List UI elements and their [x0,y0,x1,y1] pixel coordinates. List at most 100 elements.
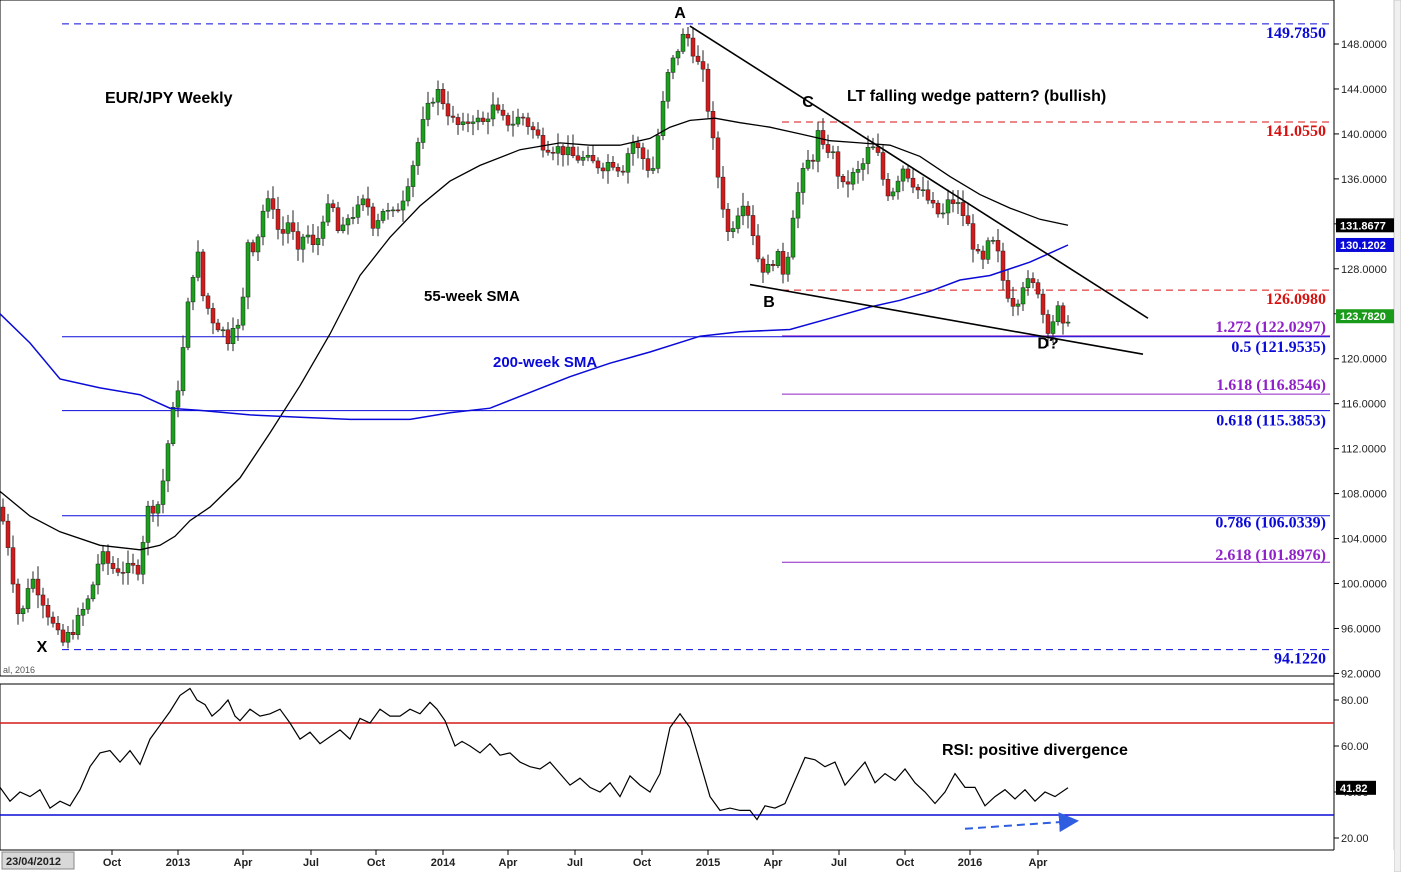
sma200-line [0,244,1069,421]
candle-body [10,547,16,585]
rsi-tick-label: 80.00 [1341,695,1369,707]
candle-body [830,151,836,154]
candle-body [275,209,281,230]
level-label: 1.618 (116.8546) [1216,377,1326,394]
wedge-lower-line [749,283,1144,356]
candle-body [1055,305,1061,323]
time-tick-label: Apr [1029,857,1049,869]
price-tick-label: 100.0000 [1341,579,1387,591]
sma55-label: 55-week SMA [424,288,520,305]
candle-body [410,165,416,187]
price-axis-area [1334,0,1401,872]
candle-body [380,211,386,221]
candle-body [675,51,681,59]
pattern-point-label: D? [1037,336,1058,353]
candle-body [585,155,591,158]
time-tick-label: Oct [103,857,122,869]
candle-body [335,207,341,232]
candle-body [415,142,421,166]
candle-body [945,199,951,214]
candle-body [845,181,851,185]
time-tick-label: 2013 [166,857,190,869]
candle-body [670,57,676,73]
rsi-annotation: RSI: positive divergence [942,742,1128,759]
candle-body [1005,280,1011,299]
candle-body [60,629,66,643]
start-date-box [1,851,75,870]
candle-body [240,296,246,326]
candle-body [70,631,76,635]
candle-body [50,616,56,624]
candle-body [430,101,436,104]
wedge-upper-line [689,25,1149,319]
time-tick-label: Oct [896,857,915,869]
candle-body [1045,314,1051,334]
candle-body [795,192,801,219]
candle-body [665,72,671,102]
rsi-tick-label: 60.00 [1341,741,1369,753]
candle-body [520,116,526,119]
candle-body [100,551,106,565]
level-label: 141.0550 [1266,123,1326,140]
candle-body [550,152,556,154]
rsi-lines [0,687,1334,833]
candle-body [760,258,766,273]
price-tick-label: 96.0000 [1341,623,1381,635]
level-labels: 149.7850 141.0550 126.0980 1.272 (122.0297)… [1215,25,1326,668]
candle-body [215,322,221,331]
scrollbar[interactable] [1393,0,1401,872]
wedge-annotation: LT falling wedge pattern? (bullish) [847,88,1106,105]
candle-body [535,129,541,136]
candle-body [530,126,536,131]
candle-body [290,222,296,232]
current-price-tag [1336,309,1394,324]
candle-body [175,390,181,408]
price-tick-label: 108.0000 [1341,489,1387,501]
candle-body [55,623,61,631]
candle-body [810,159,816,162]
candle-body [135,565,141,575]
candle-body [785,256,791,275]
level-label: 126.0980 [1266,291,1326,308]
candle-body [910,177,916,188]
candle-body [455,117,461,125]
candle-body [645,158,651,171]
candle-body [245,242,251,298]
candle-body [700,61,706,70]
candle-body [495,104,501,111]
candle-body [230,328,236,345]
candle-body [1025,278,1031,288]
candle-body [320,221,326,239]
rsi-value-tag-text: 41.82 [1340,783,1368,795]
candle-body [400,200,406,211]
candle-body [90,584,96,600]
divergence-arrow [964,812,1079,833]
candle-body [295,231,301,250]
candle-body [325,203,331,223]
candle-body [80,609,86,616]
candle-body [1020,287,1026,305]
candle-body [370,206,376,229]
price-tick-label: 116.0000 [1341,399,1386,411]
candle-body [195,251,201,278]
time-axis-bg [0,850,1394,872]
price-tick-label: 104.0000 [1341,534,1387,546]
time-tick-label: Oct [633,857,652,869]
sma200-label: 200-week SMA [493,354,597,371]
candle-body [260,210,266,238]
candle-body [580,157,586,161]
price-tick-label: 120.0000 [1341,354,1387,366]
candle-body [270,198,276,210]
candle-body [360,198,366,206]
candle-body [470,121,476,124]
price-axis: 148.0000144.0000140.0000136.0000132.0000… [1334,39,1394,680]
time-tick-label: Jul [831,857,847,869]
time-axis: 23/04/2012 Oct 2013 Apr Jul Oct 2014 Apr Jul Oct 2… [0,849,1394,872]
rsi-value-tag [1336,780,1376,795]
rsi-panel [0,683,1335,851]
candle-body [155,504,161,514]
candle-body [725,208,731,232]
candle-body [705,68,711,112]
candle-body [95,563,101,586]
candle-body [375,220,381,229]
